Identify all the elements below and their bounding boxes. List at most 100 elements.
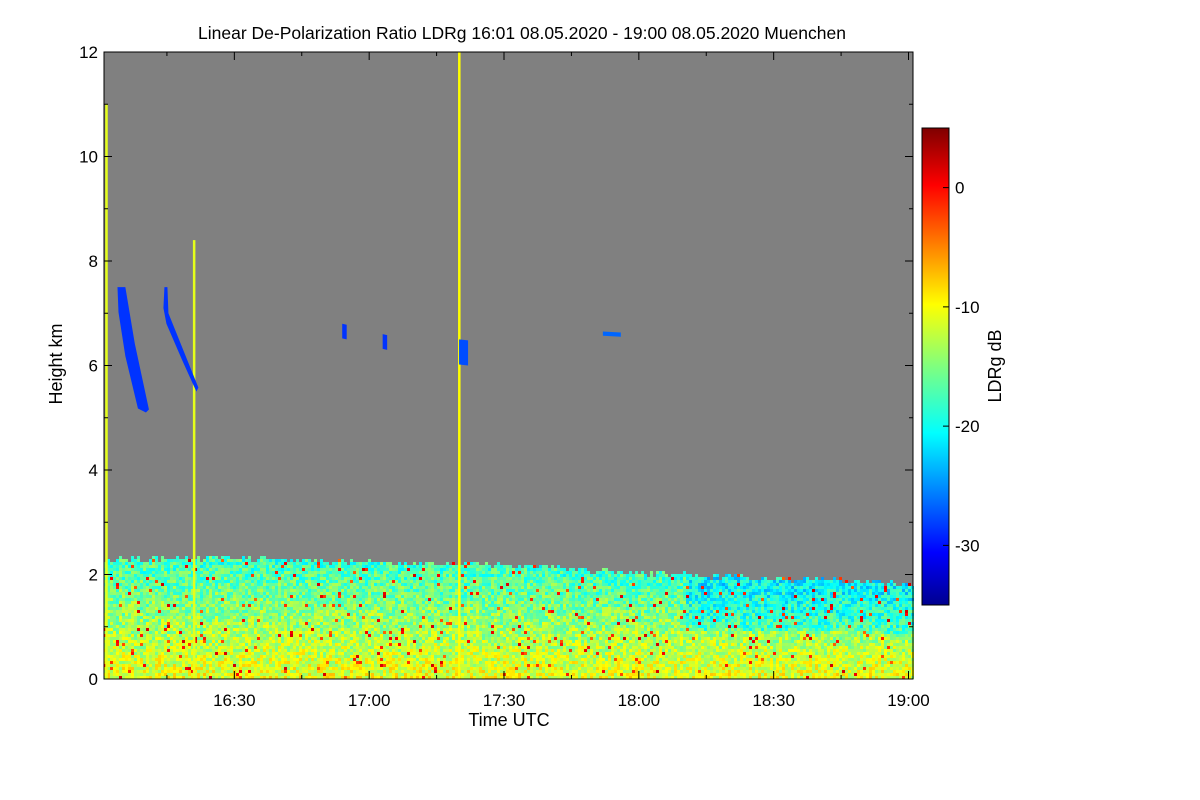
ldr-pixel bbox=[170, 559, 173, 562]
ldr-pixel bbox=[287, 625, 290, 628]
ldr-pixel bbox=[419, 631, 422, 634]
ldr-pixel bbox=[437, 577, 440, 580]
ldr-pixel bbox=[275, 658, 278, 661]
ldr-pixel bbox=[242, 592, 245, 595]
ldr-pixel bbox=[470, 658, 473, 661]
ldr-pixel bbox=[110, 568, 113, 571]
ldr-pixel bbox=[281, 661, 284, 664]
ldr-pixel bbox=[362, 646, 365, 649]
ldr-pixel bbox=[389, 562, 392, 565]
ldr-pixel bbox=[398, 616, 401, 619]
ldr-pixel bbox=[224, 595, 227, 598]
ldr-pixel bbox=[353, 631, 356, 634]
ldr-pixel bbox=[449, 601, 452, 604]
ldr-pixel bbox=[170, 601, 173, 604]
ldr-pixel bbox=[365, 652, 368, 655]
ldr-pixel bbox=[158, 667, 161, 670]
ldr-pixel bbox=[290, 667, 293, 670]
ldr-pixel bbox=[314, 568, 317, 571]
ldr-pixel bbox=[221, 589, 224, 592]
ldr-pixel bbox=[269, 577, 272, 580]
ldr-pixel bbox=[419, 601, 422, 604]
ldr-pixel bbox=[275, 637, 278, 640]
ldr-pixel bbox=[269, 652, 272, 655]
ldr-pixel bbox=[362, 673, 365, 676]
ldr-pixel bbox=[293, 565, 296, 568]
ldr-pixel bbox=[161, 628, 164, 631]
ldr-pixel bbox=[293, 589, 296, 592]
ldr-pixel bbox=[422, 637, 425, 640]
ldr-pixel bbox=[332, 616, 335, 619]
ldr-pixel bbox=[347, 658, 350, 661]
ldr-pixel bbox=[137, 649, 140, 652]
ldr-pixel bbox=[338, 586, 341, 589]
ldr-pixel bbox=[263, 586, 266, 589]
ldr-pixel bbox=[263, 613, 266, 616]
ldr-pixel bbox=[143, 598, 146, 601]
ldr-pixel bbox=[224, 625, 227, 628]
ldr-pixel bbox=[227, 634, 230, 637]
ldr-pixel bbox=[182, 670, 185, 673]
ldr-pixel bbox=[407, 613, 410, 616]
ldr-pixel bbox=[344, 631, 347, 634]
ldr-pixel bbox=[416, 613, 419, 616]
ldr-pixel bbox=[473, 595, 476, 598]
ldr-pixel bbox=[182, 676, 185, 679]
ldr-pixel bbox=[161, 646, 164, 649]
ldr-pixel bbox=[224, 667, 227, 670]
ldr-pixel bbox=[251, 583, 254, 586]
ldr-pixel bbox=[203, 562, 206, 565]
ldr-pixel bbox=[287, 610, 290, 613]
ldr-pixel bbox=[416, 625, 419, 628]
ldr-pixel bbox=[446, 607, 449, 610]
ldr-pixel bbox=[182, 589, 185, 592]
ldr-pixel bbox=[230, 649, 233, 652]
ldr-pixel bbox=[176, 577, 179, 580]
ldr-pixel bbox=[383, 577, 386, 580]
ldr-pixel bbox=[365, 601, 368, 604]
ldr-pixel bbox=[428, 655, 431, 658]
ldr-pixel bbox=[416, 565, 419, 568]
ldr-pixel bbox=[149, 607, 152, 610]
ldr-pixel bbox=[155, 559, 158, 562]
ldr-pixel bbox=[407, 604, 410, 607]
ldr-pixel bbox=[440, 598, 443, 601]
ldr-pixel bbox=[206, 631, 209, 634]
ldr-pixel bbox=[314, 673, 317, 676]
ldr-pixel bbox=[455, 664, 458, 667]
ldr-pixel bbox=[245, 646, 248, 649]
ldr-pixel bbox=[434, 628, 437, 631]
ldr-pixel bbox=[131, 631, 134, 634]
ldr-pixel bbox=[107, 646, 110, 649]
ldr-pixel bbox=[464, 664, 467, 667]
ldr-pixel bbox=[335, 634, 338, 637]
ldr-pixel bbox=[347, 607, 350, 610]
ldr-pixel bbox=[146, 628, 149, 631]
ldr-pixel bbox=[344, 628, 347, 631]
ldr-pixel bbox=[350, 652, 353, 655]
ldr-pixel bbox=[443, 607, 446, 610]
ldr-pixel bbox=[413, 640, 416, 643]
ldr-pixel bbox=[395, 652, 398, 655]
ldr-pixel bbox=[191, 577, 194, 580]
ldr-pixel bbox=[191, 559, 194, 562]
ldr-pixel bbox=[353, 577, 356, 580]
ldr-pixel bbox=[308, 643, 311, 646]
ldr-pixel bbox=[164, 601, 167, 604]
ldr-pixel bbox=[299, 655, 302, 658]
ldr-pixel bbox=[161, 589, 164, 592]
ldr-pixel bbox=[131, 676, 134, 679]
ldr-pixel bbox=[257, 652, 260, 655]
ldr-pixel bbox=[230, 610, 233, 613]
ldr-pixel bbox=[398, 562, 401, 565]
ldr-pixel bbox=[368, 613, 371, 616]
ldr-pixel bbox=[248, 676, 251, 679]
ldr-pixel bbox=[401, 655, 404, 658]
ldr-pixel bbox=[227, 571, 230, 574]
ldr-pixel bbox=[284, 568, 287, 571]
ldr-pixel bbox=[107, 670, 110, 673]
ldr-pixel bbox=[404, 652, 407, 655]
ldr-pixel bbox=[167, 592, 170, 595]
ldr-pixel bbox=[449, 616, 452, 619]
ldr-pixel bbox=[467, 667, 470, 670]
